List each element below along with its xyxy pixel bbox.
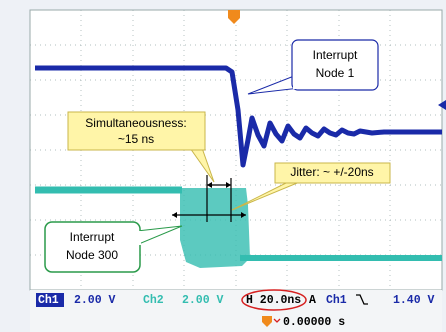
callout-text: Simultaneousness: [85,116,186,130]
acquire-mode: A [309,294,316,307]
horizontal-scale: H 20.0ns [246,294,301,307]
ch2-label: Ch2 [143,294,164,307]
callout-text: Interrupt [70,230,115,244]
callout-join [136,231,141,245]
scope-screenshot: Interrupt Node 1 Simultaneousness: ~15 n… [0,0,446,332]
trigger-source: Ch1 [326,294,347,307]
callout-text: Node 1 [316,66,355,80]
callout-text: Interrupt [313,48,358,62]
callout-join [289,180,303,182]
ch1-label: Ch1 [38,294,59,307]
callout-text: Jitter: ~ +/-20ns [290,165,373,179]
callout-join [189,146,203,149]
ch1-scale: 2.00 V [74,294,116,307]
callout-text: Node 300 [66,248,118,262]
trigger-level: 1.40 V [393,294,435,307]
trigger-position: 0.00000 s [283,316,345,329]
callout-text: ~15 ns [118,132,154,146]
ch2-scale: 2.00 V [182,294,224,307]
ch2-jitter-envelope [180,188,250,268]
callout-join [293,77,305,89]
